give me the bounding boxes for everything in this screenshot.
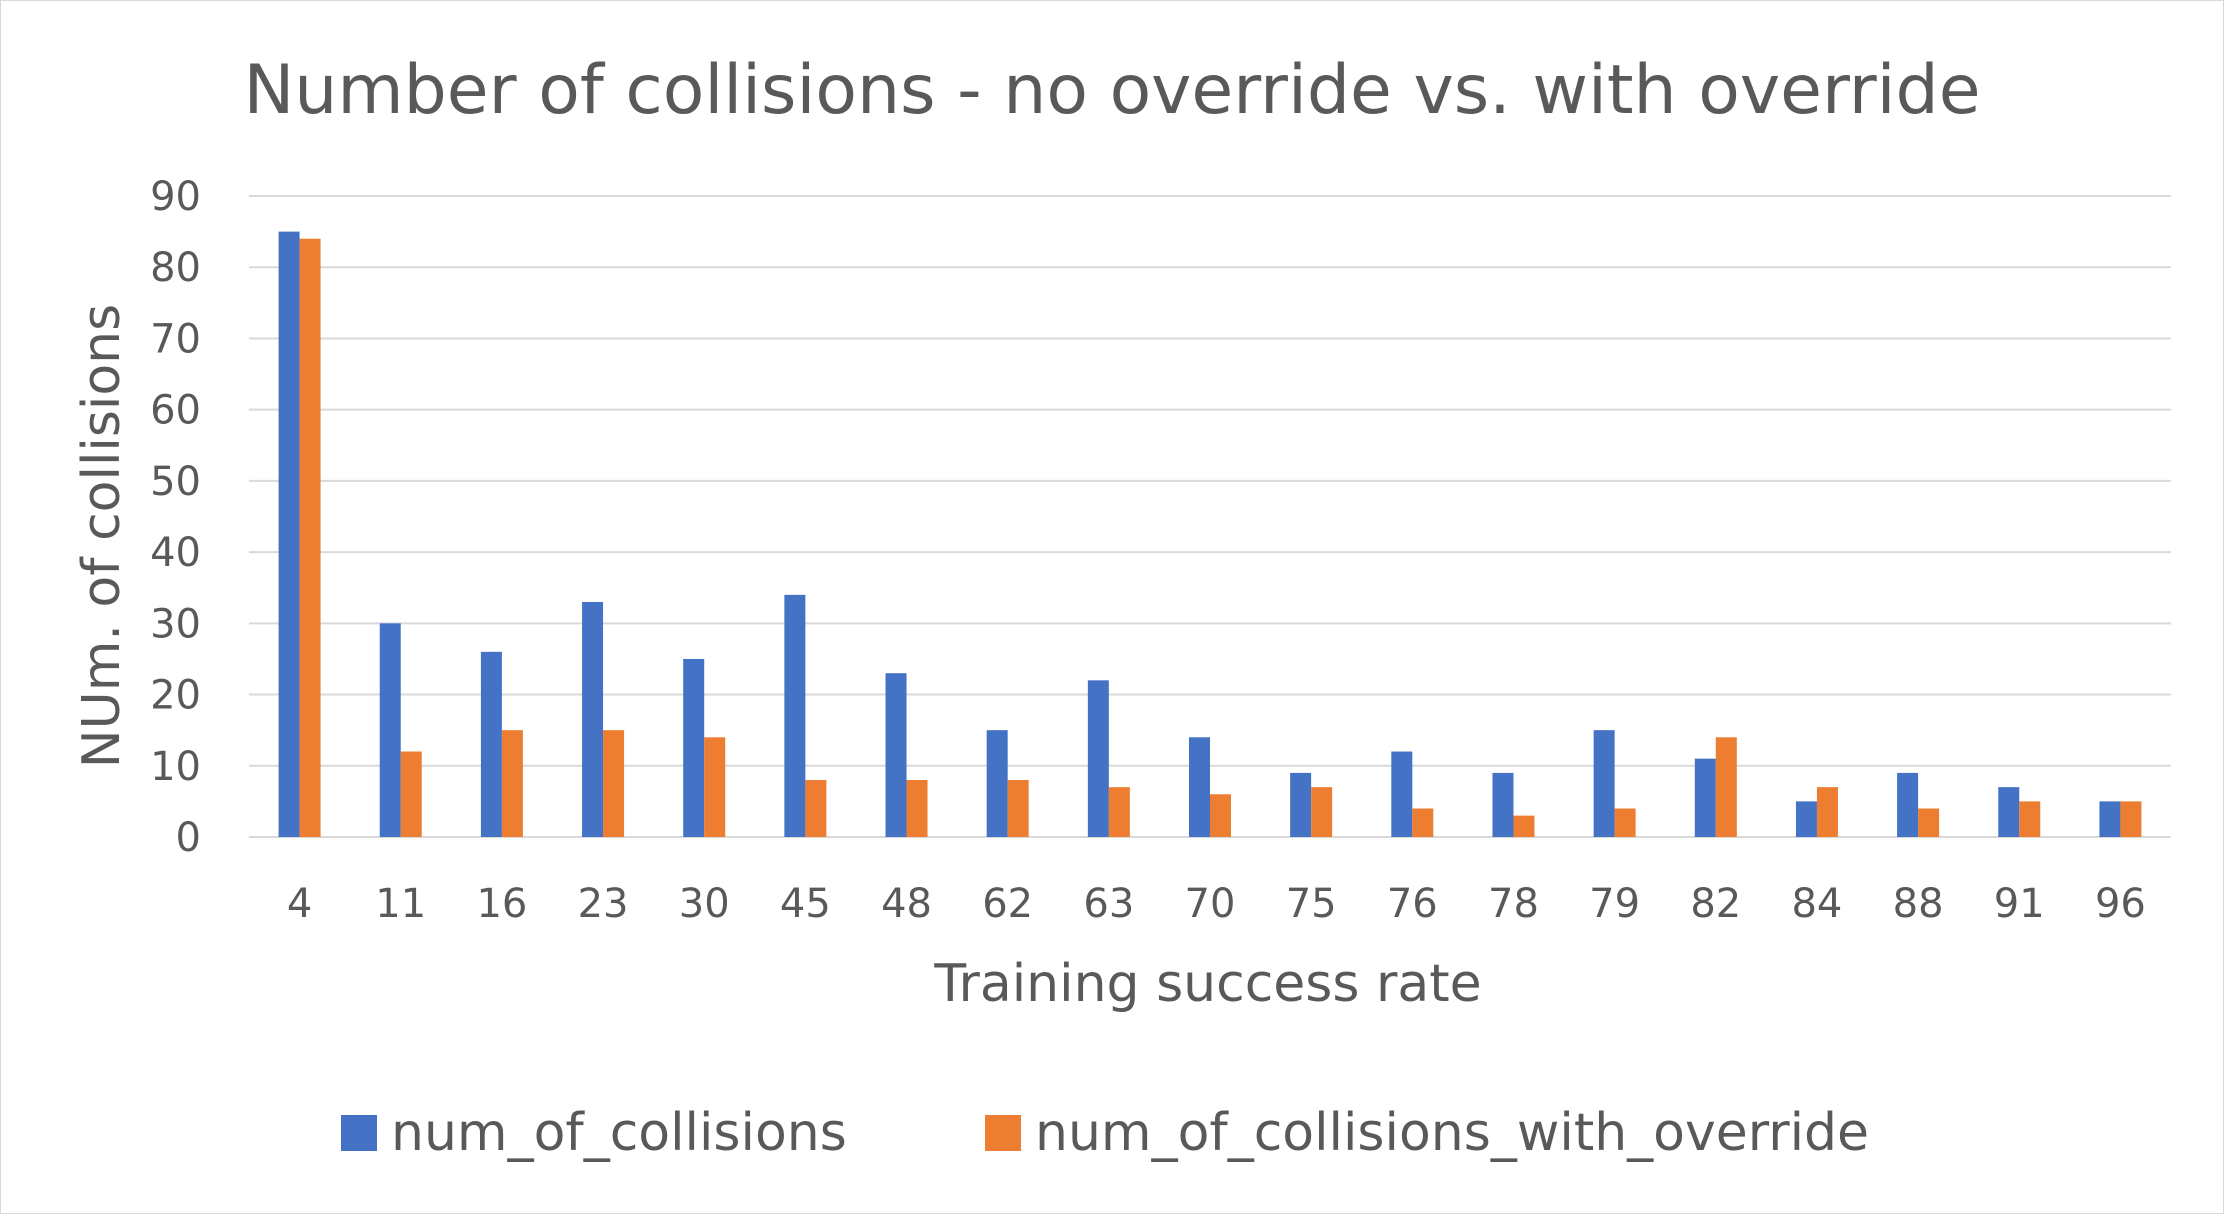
bar-num-of-collisions-30 — [683, 658, 705, 837]
bar-num-of-collisions-48 — [885, 673, 907, 837]
bar-num-of-collisions-91 — [1998, 787, 2020, 837]
x-tick-label: 45 — [780, 881, 831, 927]
y-tick-label: 60 — [150, 388, 201, 434]
y-tick-label: 40 — [150, 530, 201, 576]
bar-num-of-collisions-76 — [1391, 751, 1413, 837]
y-tick-label: 70 — [150, 316, 201, 362]
bar-num-of-collisions-with-override-30 — [704, 737, 726, 837]
x-tick-label: 75 — [1286, 881, 1337, 927]
bar-num-of-collisions-with-override-76 — [1412, 808, 1434, 837]
bar-num-of-collisions-75 — [1290, 772, 1312, 837]
legend-label-num-of-collisions: num_of_collisions — [391, 1103, 847, 1163]
x-tick-label: 16 — [476, 881, 527, 927]
bar-num-of-collisions-82 — [1694, 758, 1716, 837]
y-tick-label: 90 — [150, 174, 201, 220]
x-tick-label: 63 — [1083, 881, 1134, 927]
y-axis-title: NUm. of collisions — [72, 304, 132, 768]
y-tick-label: 30 — [150, 601, 201, 647]
bar-num-of-collisions-with-override-88 — [1918, 808, 1940, 837]
bar-num-of-collisions-63 — [1087, 680, 1109, 837]
x-tick-label: 23 — [578, 881, 629, 927]
bar-num-of-collisions-with-override-45 — [805, 780, 827, 837]
bar-num-of-collisions-with-override-62 — [1007, 780, 1029, 837]
bar-num-of-collisions-with-override-11 — [400, 751, 422, 837]
bar-num-of-collisions-23 — [582, 601, 604, 837]
bar-num-of-collisions-96 — [2099, 801, 2121, 837]
x-tick-label: 91 — [1994, 881, 2045, 927]
y-tick-label: 10 — [150, 744, 201, 790]
chart-title: Number of collisions - no override vs. w… — [243, 51, 1980, 130]
y-axis-ticks: 0 10 20 30 40 50 60 70 80 90 — [150, 174, 201, 861]
x-tick-label: 62 — [982, 881, 1033, 927]
x-tick-label: 70 — [1185, 881, 1236, 927]
x-tick-label: 78 — [1488, 881, 1539, 927]
bar-num-of-collisions-with-override-16 — [501, 730, 523, 837]
x-tick-label: 79 — [1589, 881, 1640, 927]
bar-num-of-collisions-with-override-78 — [1513, 815, 1535, 837]
x-tick-label: 4 — [287, 881, 312, 927]
bar-num-of-collisions-70 — [1189, 737, 1210, 837]
legend-swatch-num-of-collisions-with-override — [985, 1115, 1021, 1151]
x-tick-label: 84 — [1791, 881, 1842, 927]
gridlines — [249, 195, 2171, 838]
bar-num-of-collisions-11 — [379, 623, 401, 837]
bar-num-of-collisions-with-override-96 — [2120, 801, 2142, 837]
bar-num-of-collisions-16 — [480, 651, 502, 837]
bar-num-of-collisions-with-override-23 — [603, 730, 625, 837]
x-tick-label: 82 — [1690, 881, 1741, 927]
x-tick-label: 88 — [1893, 881, 1944, 927]
legend: num_of_collisions num_of_collisions_with… — [341, 1103, 1869, 1163]
bar-num-of-collisions-88 — [1897, 772, 1919, 837]
y-tick-label: 50 — [150, 459, 201, 505]
bar-num-of-collisions-with-override-84 — [1816, 787, 1838, 837]
bar-num-of-collisions-45 — [784, 594, 806, 837]
y-tick-label: 20 — [150, 673, 201, 719]
legend-label-num-of-collisions-with-override: num_of_collisions_with_override — [1035, 1103, 1869, 1163]
x-tick-label: 30 — [679, 881, 730, 927]
x-tick-label: 11 — [375, 881, 426, 927]
bar-num-of-collisions-78 — [1492, 772, 1514, 837]
bar-num-of-collisions-with-override-79 — [1614, 808, 1636, 837]
bar-num-of-collisions-84 — [1795, 801, 1817, 837]
bar-num-of-collisions-with-override-91 — [2019, 801, 2041, 837]
bar-num-of-collisions-with-override-82 — [1715, 737, 1737, 837]
legend-swatch-num-of-collisions — [341, 1115, 377, 1151]
bar-num-of-collisions-with-override-63 — [1108, 787, 1130, 837]
x-tick-label: 76 — [1387, 881, 1438, 927]
bars — [278, 231, 2142, 838]
bar-num-of-collisions-with-override-4 — [299, 238, 321, 837]
x-tick-label: 48 — [881, 881, 932, 927]
x-tick-label: 96 — [2095, 881, 2146, 927]
bar-num-of-collisions-with-override-75 — [1311, 787, 1333, 837]
bar-num-of-collisions-with-override-70 — [1210, 794, 1231, 837]
bar-num-of-collisions-4 — [278, 231, 300, 838]
bar-num-of-collisions-79 — [1593, 730, 1615, 837]
bar-num-of-collisions-with-override-48 — [906, 780, 928, 837]
x-axis-ticks: 4 11 16 23 30 45 48 62 63 70 75 76 78 79 82 84 88 91 96 — [287, 881, 2146, 927]
y-tick-label: 0 — [176, 815, 201, 861]
y-tick-label: 80 — [150, 245, 201, 291]
x-axis-title: Training success rate — [933, 954, 1481, 1014]
bar-num-of-collisions-62 — [986, 730, 1008, 837]
